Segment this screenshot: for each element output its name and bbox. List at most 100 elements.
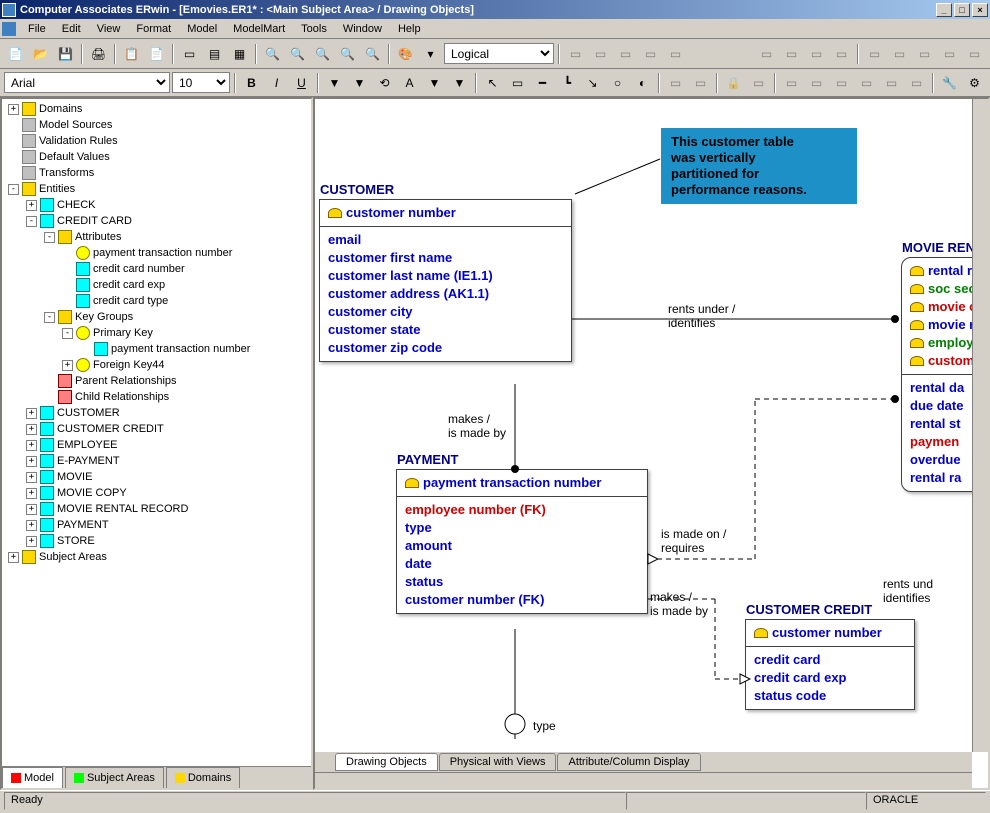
tree-expand-icon[interactable]: + [62,360,73,371]
dropdown-icon[interactable]: ▾ [419,43,442,65]
zoom-area-button[interactable]: 🔍 [361,43,384,65]
tree-node[interactable]: -Entities [4,181,309,197]
tree-node[interactable]: +Subject Areas [4,549,309,565]
rel-tool-e[interactable]: ◐ [631,72,654,94]
tree-expand-icon[interactable]: + [8,552,19,563]
diagram-canvas[interactable]: CUSTOMERcustomer numberemailcustomer fir… [315,99,972,752]
tr-c[interactable]: 🔒 [722,72,745,94]
tr-b[interactable]: ▭ [689,72,712,94]
rel-tool-c[interactable]: ↘ [581,72,604,94]
tree-expand-icon[interactable]: - [44,312,55,323]
menu-format[interactable]: Format [128,21,179,37]
tree-expand-icon[interactable]: + [26,440,37,451]
tree-expand-icon[interactable]: - [44,232,55,243]
new-button[interactable]: 📄 [4,43,27,65]
tree-node[interactable]: +CHECK [4,197,309,213]
fmt-f[interactable]: ▼ [448,72,471,94]
canvas-tab-physical[interactable]: Physical with Views [439,753,557,771]
open-button[interactable]: 📂 [29,43,52,65]
align-b[interactable]: ▭ [589,43,612,65]
tr-e[interactable]: ▭ [780,72,803,94]
tree-expand-icon[interactable]: + [26,408,37,419]
copy-button[interactable]: 📋 [120,43,143,65]
tree-tab-subject-areas[interactable]: Subject Areas [65,767,164,788]
tree-node[interactable]: -Key Groups [4,309,309,325]
bold-button[interactable]: B [240,72,263,94]
tool-c[interactable]: ▦ [228,43,251,65]
tree-expand-icon[interactable]: - [8,184,19,195]
maximize-button[interactable]: □ [954,3,970,17]
mm-f[interactable]: ▭ [888,43,911,65]
entity-box[interactable]: MOVIE RENTrental resoc secmovie cmovie n… [901,257,972,492]
tr-h[interactable]: ▭ [855,72,878,94]
tr-k[interactable]: 🔧 [938,72,961,94]
annotation-note[interactable]: This customer tablewas verticallypartiti… [661,128,857,204]
tree-node[interactable]: -Primary Key [4,325,309,341]
mm-c[interactable]: ▭ [805,43,828,65]
tree-node[interactable]: +PAYMENT [4,517,309,533]
tree-tab-domains[interactable]: Domains [166,767,240,788]
menu-tools[interactable]: Tools [293,21,335,37]
tree-node[interactable]: +MOVIE COPY [4,485,309,501]
align-d[interactable]: ▭ [639,43,662,65]
pointer-tool[interactable]: ↖ [481,72,504,94]
tree-node[interactable]: Child Relationships [4,389,309,405]
zoom-out-button[interactable]: 🔍 [261,43,284,65]
tree-node[interactable]: +Foreign Key44 [4,357,309,373]
fmt-e[interactable]: ▼ [423,72,446,94]
tree-node[interactable]: credit card type [4,293,309,309]
menu-help[interactable]: Help [390,21,429,37]
tree-expand-icon[interactable]: + [26,504,37,515]
italic-button[interactable]: I [265,72,288,94]
tree-expand-icon[interactable]: - [26,216,37,227]
canvas-tab-drawing-objects[interactable]: Drawing Objects [335,753,438,771]
tr-l[interactable]: ⚙ [963,72,986,94]
tree-node[interactable]: +MOVIE [4,469,309,485]
fmt-a[interactable]: ▼ [323,72,346,94]
tree-expand-icon[interactable]: + [26,456,37,467]
tree-expand-icon[interactable]: + [26,200,37,211]
zoom-100-button[interactable]: 🔍 [336,43,359,65]
mm-g[interactable]: ▭ [913,43,936,65]
entity-box[interactable]: CUSTOMER CREDITcustomer numbercredit car… [745,619,915,710]
mm-a[interactable]: ▭ [755,43,778,65]
align-c[interactable]: ▭ [614,43,637,65]
align-e[interactable]: ▭ [664,43,687,65]
tree-expand-icon[interactable]: + [8,104,19,115]
tree-expand-icon[interactable]: + [26,424,37,435]
tree-node[interactable]: +Domains [4,101,309,117]
mm-h[interactable]: ▭ [938,43,961,65]
menu-file[interactable]: File [20,21,54,37]
underline-button[interactable]: U [290,72,313,94]
tree-node[interactable]: +STORE [4,533,309,549]
align-a[interactable]: ▭ [564,43,587,65]
font-size-select[interactable]: 10 [172,72,230,93]
tr-j[interactable]: ▭ [905,72,928,94]
model-type-select[interactable]: Logical [444,43,554,64]
tree-content[interactable]: +DomainsModel SourcesValidation RulesDef… [2,99,311,766]
tree-node[interactable]: +CUSTOMER [4,405,309,421]
rel-tool-d[interactable]: ○ [606,72,629,94]
mm-e[interactable]: ▭ [863,43,886,65]
menu-window[interactable]: Window [335,21,390,37]
tree-node[interactable]: credit card exp [4,277,309,293]
tree-expand-icon[interactable]: + [26,472,37,483]
mm-i[interactable]: ▭ [963,43,986,65]
tree-node[interactable]: +EMPLOYEE [4,437,309,453]
menu-model[interactable]: Model [179,21,225,37]
close-button[interactable]: × [972,3,988,17]
tree-node[interactable]: Parent Relationships [4,373,309,389]
mm-d[interactable]: ▭ [830,43,853,65]
tree-node[interactable]: Transforms [4,165,309,181]
tree-node[interactable]: +CUSTOMER CREDIT [4,421,309,437]
vertical-scrollbar[interactable] [972,99,988,752]
tree-node[interactable]: +MOVIE RENTAL RECORD [4,501,309,517]
menu-modelmart[interactable]: ModelMart [225,21,293,37]
tree-node[interactable]: Model Sources [4,117,309,133]
tree-expand-icon[interactable]: - [62,328,73,339]
paste-button[interactable]: 📄 [145,43,168,65]
mm-b[interactable]: ▭ [780,43,803,65]
horizontal-scrollbar[interactable] [315,772,972,788]
print-button[interactable]: 🖨 [87,43,110,65]
tree-node[interactable]: credit card number [4,261,309,277]
